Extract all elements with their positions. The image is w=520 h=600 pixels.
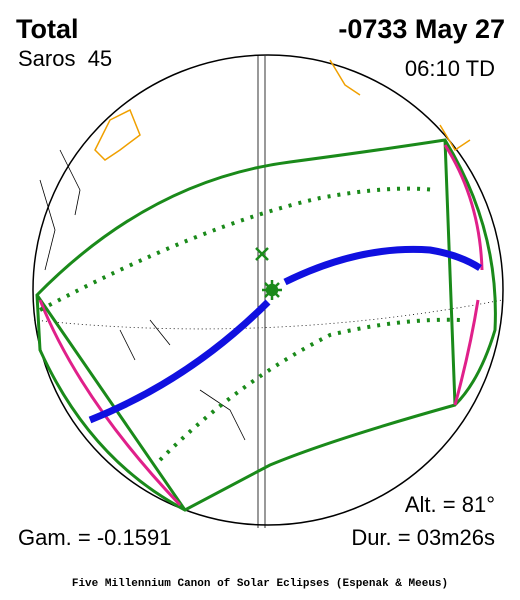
saros: Saros 45 [18, 46, 112, 71]
gamma: Gam. = -0.1591 [18, 525, 171, 550]
sub-solar-point [255, 247, 269, 261]
greatest-eclipse [262, 280, 282, 300]
path-of-totality [88, 245, 482, 424]
equator [33, 299, 503, 330]
footer: Five Millennium Canon of Solar Eclipses … [72, 578, 448, 590]
time: 06:10 TD [405, 56, 495, 81]
eclipse-type: Total [16, 14, 79, 44]
eclipse-date: -0733 May 27 [338, 14, 505, 44]
duration: Dur. = 03m26s [351, 525, 495, 550]
umbra-limit [39, 186, 461, 462]
globe [32, 54, 504, 526]
rise-set-limit [35, 139, 457, 511]
altitude: Alt. = 81° [405, 492, 495, 517]
max-eclipse-curve [38, 144, 484, 507]
coastlines [39, 149, 246, 441]
borders [94, 59, 471, 161]
penumbra-limit [35, 138, 497, 512]
